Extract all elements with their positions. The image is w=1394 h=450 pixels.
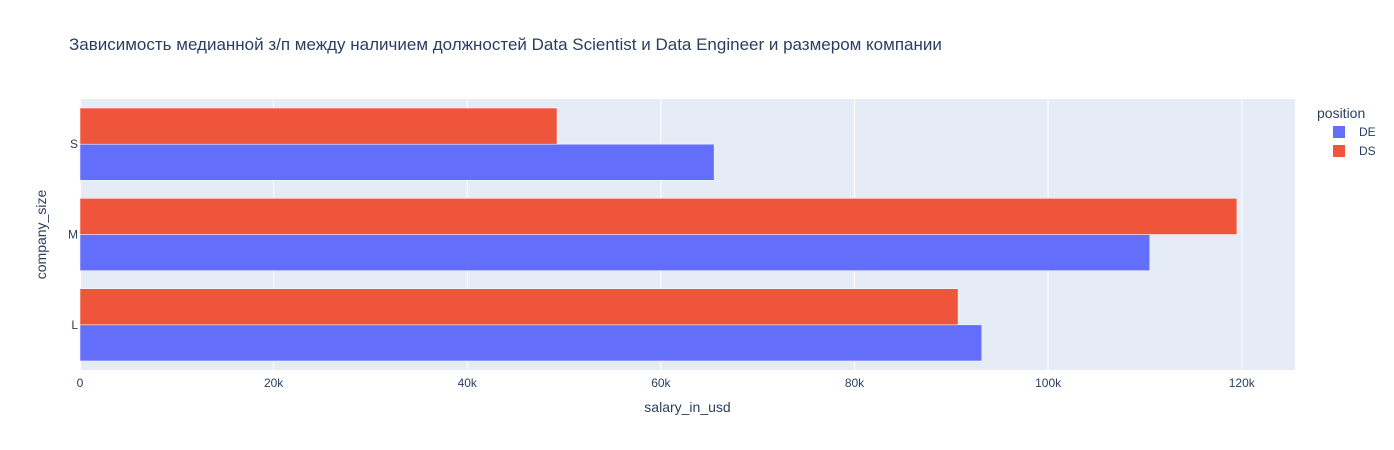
legend-title: position xyxy=(1317,105,1365,121)
x-axis-title: salary_in_usd xyxy=(644,399,730,415)
bar-DS-S[interactable] xyxy=(79,107,558,145)
legend-label-DE[interactable]: DE xyxy=(1359,125,1376,139)
x-tick-label: 60k xyxy=(651,376,671,390)
y-axis-title: company_size xyxy=(33,190,49,280)
x-axis-ticks: 0 20k 40k 60k 80k 100k 120k xyxy=(77,376,1256,390)
legend-label-DS[interactable]: DS xyxy=(1359,144,1376,158)
x-tick-label: 0 xyxy=(77,376,84,390)
y-axis-ticks: L M S xyxy=(68,137,78,332)
x-tick-label: 120k xyxy=(1229,376,1256,390)
bar-DE-S[interactable] xyxy=(79,143,715,181)
chart-title: Зависимость медианной з/п между наличием… xyxy=(69,35,942,54)
bar-DS-M[interactable] xyxy=(79,198,1238,235)
bar-DE-M[interactable] xyxy=(79,234,1151,271)
bar-DS-L[interactable] xyxy=(79,288,959,326)
legend-swatch-DE[interactable] xyxy=(1333,126,1345,138)
x-tick-label: 100k xyxy=(1035,376,1062,390)
y-tick-label: M xyxy=(68,228,78,242)
legend[interactable]: position DE DS xyxy=(1317,105,1376,158)
y-tick-label: L xyxy=(71,318,78,332)
legend-swatch-DS[interactable] xyxy=(1333,145,1345,157)
x-tick-label: 80k xyxy=(845,376,865,390)
x-tick-label: 40k xyxy=(458,376,478,390)
y-tick-label: S xyxy=(70,137,78,151)
bar-DE-L[interactable] xyxy=(79,324,983,362)
bars xyxy=(79,107,1238,362)
x-tick-label: 20k xyxy=(264,376,284,390)
